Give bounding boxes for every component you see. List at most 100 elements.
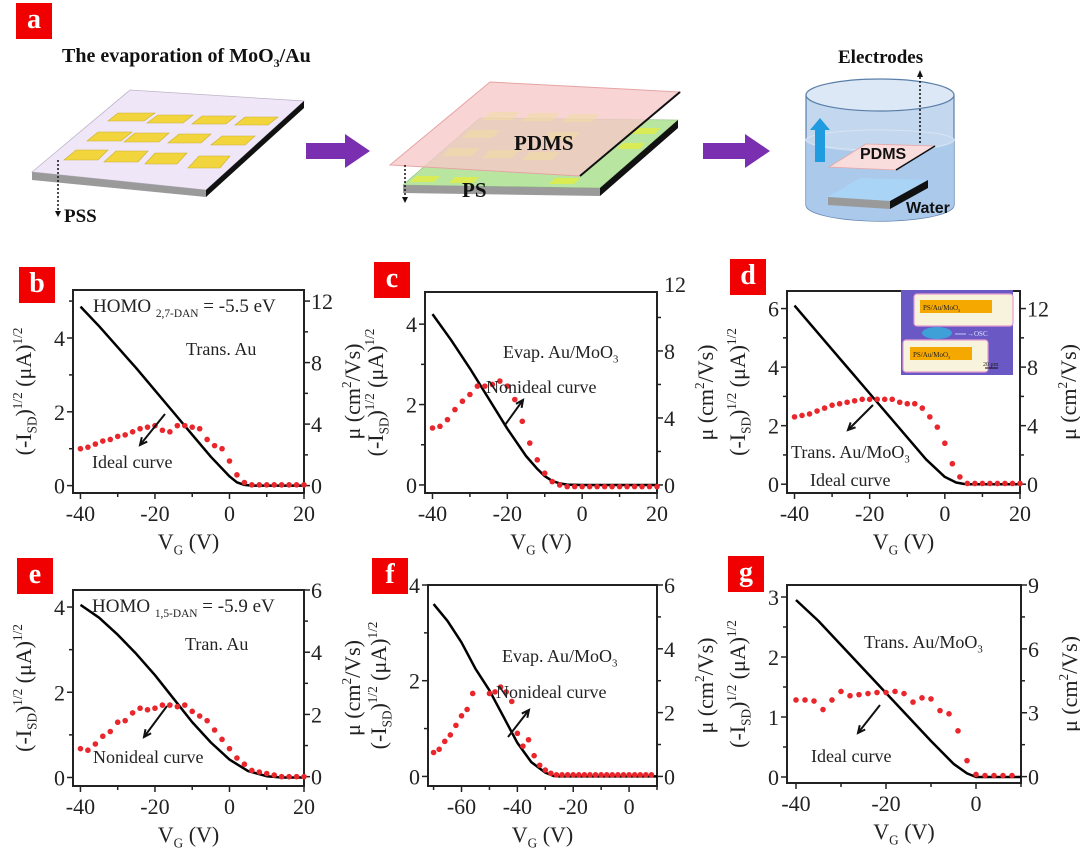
annotation-text: Ideal curve bbox=[92, 452, 172, 472]
mobility-point bbox=[286, 482, 292, 488]
mobility-point bbox=[144, 424, 151, 430]
mobility-point bbox=[548, 770, 554, 777]
mobility-point bbox=[430, 749, 437, 756]
y-right-axis-label: μ (cm2/Vs) bbox=[339, 640, 365, 736]
water-beaker bbox=[805, 78, 955, 222]
y-left-axis-label-part: ) bbox=[11, 409, 36, 416]
y-left-axis-label-part: ) bbox=[366, 703, 391, 710]
inset-scale-label-part: 20 μm bbox=[983, 362, 999, 368]
mobility-point bbox=[249, 767, 255, 774]
y-right-tick-label: 3 bbox=[1028, 701, 1039, 726]
x-axis-label-part: G bbox=[174, 543, 184, 558]
x-axis-label: VG (V) bbox=[873, 819, 934, 848]
inset-osc-film bbox=[922, 327, 952, 339]
mobility-point bbox=[263, 482, 270, 488]
mobility-point bbox=[249, 482, 255, 488]
y-right-tick-label: 0 bbox=[664, 764, 675, 789]
ps-label: PS bbox=[462, 178, 487, 202]
x-axis-label-part: (V) bbox=[183, 529, 219, 554]
inset-scale-label: 20 μm bbox=[983, 362, 999, 368]
mobility-point bbox=[174, 703, 181, 710]
mobility-point bbox=[129, 428, 136, 435]
y-left-axis-label-part: SD bbox=[25, 417, 40, 434]
x-axis-label: VG (V) bbox=[512, 822, 573, 851]
y-right-tick-label: 8 bbox=[1027, 355, 1038, 380]
mobility-point bbox=[256, 482, 263, 488]
pdms-layer bbox=[388, 81, 682, 177]
annotation-text-part: Nonideal curve bbox=[93, 747, 203, 767]
mobility-point bbox=[601, 483, 608, 490]
y-left-axis-label-part: 1/2 bbox=[362, 329, 377, 346]
mobility-point bbox=[631, 483, 638, 490]
x-axis-label: VG (V) bbox=[158, 822, 219, 851]
inset-label-top-part: 3 bbox=[958, 308, 960, 313]
y-left-tick-label: 4 bbox=[406, 312, 417, 337]
mobility-point bbox=[278, 482, 285, 488]
x-tick-label: 0 bbox=[971, 791, 982, 816]
mobility-point bbox=[486, 690, 493, 697]
mobility-point bbox=[167, 702, 173, 708]
mobility-point bbox=[241, 761, 248, 768]
mobility-point bbox=[1009, 772, 1015, 779]
y-left-axis-label-part: (-I bbox=[363, 434, 388, 456]
mobility-point bbox=[512, 396, 518, 403]
y-right-tick-label: 2 bbox=[311, 702, 322, 727]
mobility-point bbox=[856, 691, 862, 698]
x-axis-label-part: V bbox=[512, 822, 528, 847]
annotation-text-part: HOMO bbox=[92, 596, 155, 617]
y-left-axis-label-part: 1/2 bbox=[10, 689, 25, 706]
y-left-tick-label: 1 bbox=[768, 705, 779, 730]
x-tick-label: -40 bbox=[418, 501, 447, 526]
annotation-text: HOMO 1,5-DAN = -5.9 eV bbox=[92, 596, 275, 620]
y-left-tick-label: 6 bbox=[768, 297, 779, 322]
mobility-point bbox=[174, 422, 181, 429]
mobility-point bbox=[489, 381, 496, 388]
mobility-point bbox=[219, 445, 225, 452]
mobility-point bbox=[474, 383, 481, 389]
mobility-point bbox=[821, 405, 828, 411]
mobility-point bbox=[883, 689, 889, 696]
y-left-axis-label-part: SD bbox=[377, 418, 392, 435]
y-left-tick-label: 2 bbox=[406, 393, 417, 418]
mobility-point bbox=[982, 772, 988, 779]
annotation-arrow-icon bbox=[504, 399, 524, 426]
y-left-axis-label-part: (-I bbox=[725, 434, 750, 456]
y-left-axis-label-part: SD bbox=[739, 417, 754, 434]
y-left-axis-label-part: (μA) bbox=[11, 641, 36, 689]
inset-label-top: PS/Au/MoO3 bbox=[923, 304, 960, 313]
panel-label-f: f bbox=[372, 558, 408, 594]
x-tick-label: 20 bbox=[293, 501, 315, 526]
annotation-text-part: Nonideal curve bbox=[496, 682, 606, 702]
mobility-point bbox=[957, 474, 963, 480]
y-left-axis-label-part: ) bbox=[363, 410, 388, 417]
mobility-point bbox=[92, 441, 99, 447]
mobility-point bbox=[865, 690, 871, 697]
mobility-point bbox=[541, 470, 548, 477]
y-right-axis-label-part: /Vs) bbox=[693, 638, 718, 676]
inset-label-top-part: PS/Au/MoO bbox=[923, 304, 958, 312]
plot-frame bbox=[72, 589, 305, 787]
mobility-point bbox=[874, 396, 880, 403]
annotation-text: Trans. Au bbox=[186, 339, 256, 359]
y-right-axis-label-part: 2 bbox=[692, 675, 707, 682]
y-right-tick-label: 0 bbox=[311, 474, 322, 499]
mobility-point bbox=[429, 425, 436, 431]
x-tick-label: -20 bbox=[871, 791, 900, 816]
mobility-point bbox=[1009, 480, 1016, 487]
y-left-axis-label-part: 1/2 bbox=[365, 622, 380, 639]
mobility-point bbox=[503, 689, 509, 695]
x-axis-label-part: G bbox=[528, 836, 538, 851]
x-tick-label: -40 bbox=[503, 794, 532, 819]
x-tick-label: -20 bbox=[855, 501, 884, 526]
y-left-axis-label-part: ) bbox=[725, 702, 750, 709]
y-right-axis-label-part: 2 bbox=[1055, 382, 1070, 389]
x-tick-label: 0 bbox=[224, 501, 235, 526]
water-label: Water bbox=[906, 200, 950, 217]
mobility-point bbox=[1002, 480, 1008, 487]
y-left-tick-label: 4 bbox=[409, 573, 420, 598]
annotation-text-part: Ideal curve bbox=[810, 470, 890, 490]
mobility-point bbox=[85, 747, 91, 754]
x-axis-label-part: V bbox=[158, 529, 174, 554]
